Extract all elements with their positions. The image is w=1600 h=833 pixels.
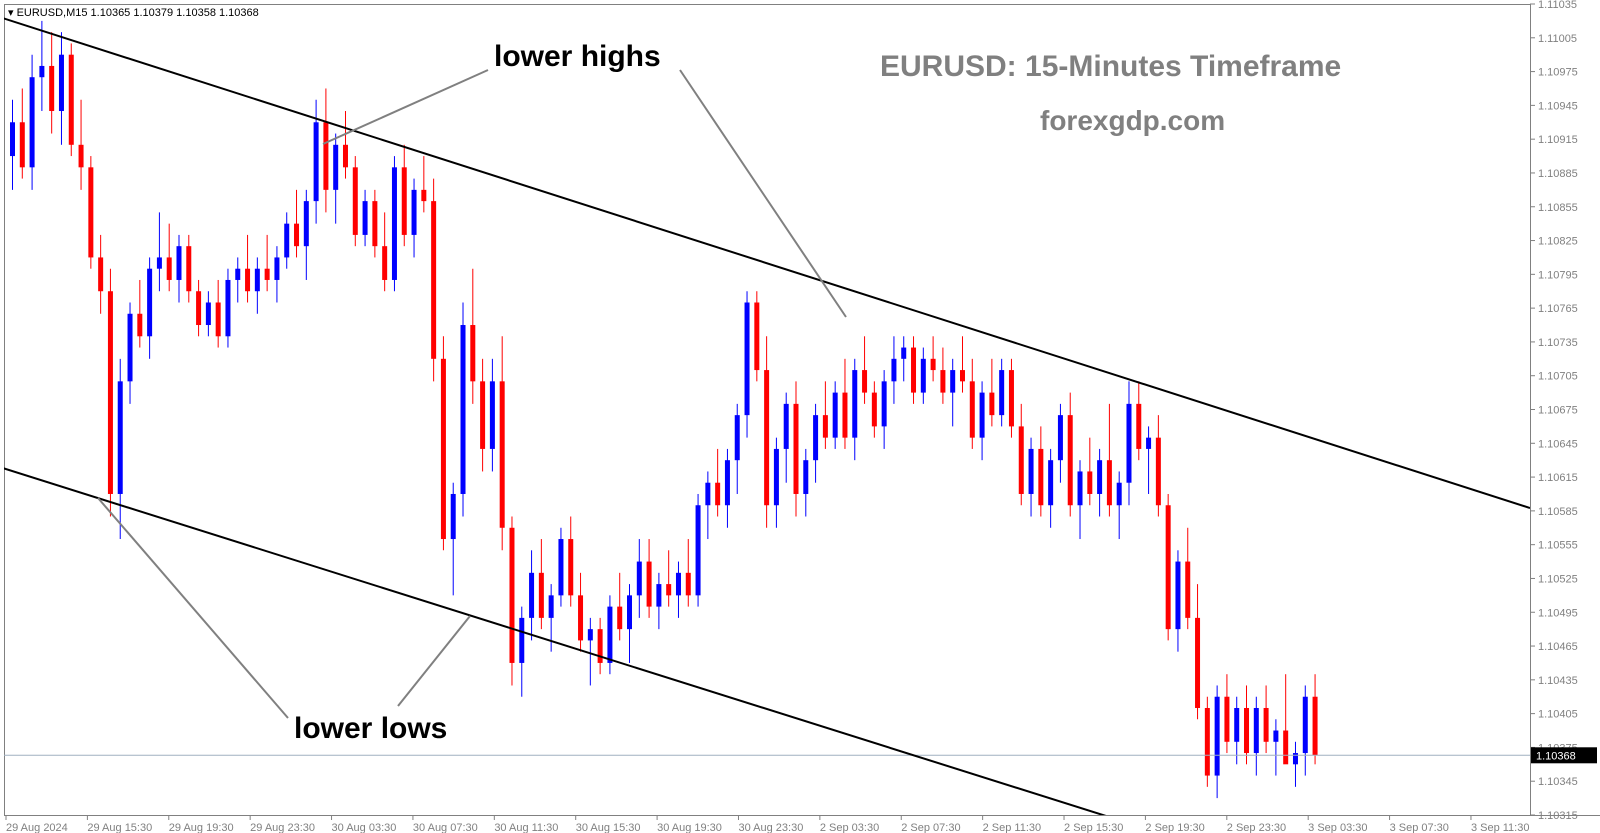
annotation-subheader: forexgdp.com [1040,105,1225,136]
x-tick-label: 30 Aug 03:30 [332,822,397,833]
x-tick-label: 30 Aug 19:30 [657,822,722,833]
y-tick-label: 1.10705 [1538,371,1578,383]
y-tick-label: 1.10915 [1538,134,1578,146]
annotation-lower-highs: lower highs [494,40,661,73]
price-tag-text: 1.10368 [1536,750,1576,762]
y-tick-label: 1.10735 [1538,337,1578,349]
y-tick-label: 1.10585 [1538,506,1578,518]
x-tick-label: 3 Sep 03:30 [1308,822,1367,833]
svg-text:▾ EURUSD,M15 1.10365 1.10379: ▾ EURUSD,M15 1.10365 1.10379 1.10358 1.1… [8,7,259,19]
y-tick-label: 1.10645 [1538,438,1578,450]
y-tick-label: 1.11005 [1538,33,1577,45]
x-tick-label: 30 Aug 15:30 [576,822,641,833]
x-tick-label: 2 Sep 03:30 [820,822,879,833]
x-tick-label: 29 Aug 23:30 [250,822,315,833]
x-tick-label: 2 Sep 15:30 [1064,822,1123,833]
x-tick-label: 2 Sep 07:30 [901,822,960,833]
x-tick-label: 3 Sep 11:30 [1471,822,1530,833]
x-tick-label: 2 Sep 19:30 [1145,822,1204,833]
y-tick-label: 1.11035 [1538,0,1577,11]
y-tick-label: 1.10555 [1538,540,1578,552]
y-tick-label: 1.10345 [1538,776,1578,788]
y-tick-label: 1.10435 [1538,675,1578,687]
x-tick-label: 30 Aug 11:30 [494,822,558,833]
y-tick-label: 1.10465 [1538,641,1578,653]
x-tick-label: 2 Sep 23:30 [1227,822,1286,833]
y-tick-label: 1.10615 [1538,472,1578,484]
annotation-lower-lows: lower lows [294,712,447,745]
y-tick-label: 1.10495 [1538,607,1578,619]
y-tick-label: 1.10975 [1538,67,1578,79]
x-tick-label: 30 Aug 07:30 [413,822,478,833]
y-tick-label: 1.10885 [1538,168,1578,180]
x-tick-label: 3 Sep 07:30 [1390,822,1449,833]
y-tick-label: 1.10855 [1538,202,1578,214]
x-tick-label: 29 Aug 19:30 [169,822,234,833]
y-tick-label: 1.10405 [1538,709,1578,721]
x-tick-label: 29 Aug 2024 [6,822,68,833]
y-tick-label: 1.10675 [1538,405,1578,417]
y-tick-label: 1.10765 [1538,303,1578,315]
y-tick-label: 1.10315 [1538,810,1578,822]
y-tick-label: 1.10945 [1538,100,1578,112]
y-tick-label: 1.10525 [1538,573,1578,585]
y-tick-label: 1.10825 [1538,236,1578,248]
annotation-header: EURUSD: 15-Minutes Timeframe [880,50,1341,83]
x-tick-label: 30 Aug 23:30 [738,822,803,833]
x-tick-label: 29 Aug 15:30 [87,822,152,833]
x-tick-label: 2 Sep 11:30 [983,822,1042,833]
chart-container[interactable]: 1.103151.103451.103751.104051.104351.104… [0,0,1600,833]
y-tick-label: 1.10795 [1538,269,1578,281]
symbol-title: ▾ EURUSD,M15 1.10365 1.10379 1.10358 1.1… [8,7,259,19]
